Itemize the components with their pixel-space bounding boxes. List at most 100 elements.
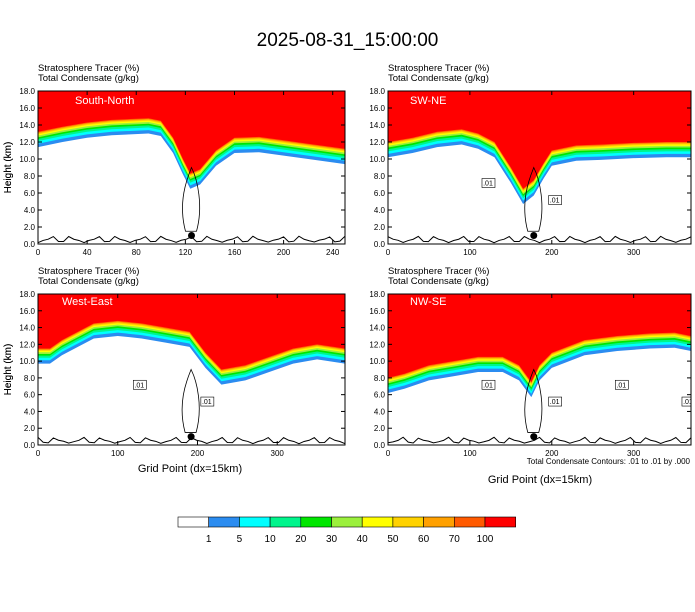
x-tick-label: 100 (463, 248, 477, 257)
tracer-field: .01 .01 (388, 91, 691, 244)
y-axis-label: Height (km) (3, 344, 14, 396)
y-tick-label: 18.0 (369, 290, 385, 299)
y-tick-label: 12.0 (369, 340, 385, 349)
panel-header-line2: Total Condensate (g/kg) (388, 73, 489, 84)
colorbar-label: 100 (477, 534, 494, 545)
y-tick-label: 2.0 (374, 223, 386, 232)
x-tick-label: 0 (386, 449, 391, 458)
figure-title: 2025-08-31_15:00:00 (256, 30, 439, 51)
contour-label: .01 (550, 399, 560, 406)
max-wind-marker (187, 433, 195, 441)
plot-frame (37, 293, 346, 446)
panel-nw-se: .01 .01 .01 .01 NW-SE Stratosphere Tracer (%)… (3, 266, 693, 458)
y-tick-label: 18.0 (19, 290, 35, 299)
section-label: NW-SE (410, 296, 446, 308)
panel-header-line1: Stratosphere Tracer (%) (388, 63, 489, 74)
y-tick-label: 16.0 (19, 307, 35, 316)
y-tick-label: 18.0 (19, 87, 35, 96)
x-tick-label: 200 (545, 248, 559, 257)
colorbar-label: 20 (295, 534, 307, 545)
contour-note: Total Condensate Contours: .01 to .01 by… (527, 457, 691, 466)
y-tick-label: 10.0 (19, 155, 35, 164)
panel-header-line2: Total Condensate (g/kg) (38, 73, 139, 84)
y-tick-label: 0.0 (24, 441, 36, 450)
contour-label: .01 (134, 382, 144, 389)
y-tick-label: 4.0 (374, 206, 386, 215)
colorbar-swatch (269, 516, 302, 528)
panel-west-east: .01 .01 West-East Stratosphere Tracer (%)To… (3, 266, 346, 458)
x-tick-label: 300 (627, 248, 641, 257)
tracer-field (38, 91, 345, 244)
tracer-field: .01 .01 (38, 294, 345, 445)
y-axis-label: Height (km) (3, 142, 14, 194)
contour-label: .01 (616, 382, 626, 389)
contour-label: .01 (483, 382, 493, 389)
y-tick-label: 16.0 (369, 104, 385, 113)
y-tick-label: 12.0 (19, 138, 35, 147)
y-tick-label: 4.0 (374, 407, 386, 416)
y-tick-label: 10.0 (369, 155, 385, 164)
colorbar-label: 5 (237, 534, 243, 545)
contour-label-box (481, 379, 496, 390)
x-tick-label: 40 (83, 248, 92, 257)
y-tick-label: 12.0 (19, 340, 35, 349)
colorbar-swatch (208, 516, 240, 528)
x-tick-label: 240 (326, 248, 340, 257)
contour-label-box (133, 379, 147, 390)
y-tick-label: 16.0 (19, 104, 35, 113)
y-tick-label: 0.0 (374, 441, 386, 450)
x-tick-label: 300 (627, 449, 641, 458)
y-tick-label: 0.0 (374, 240, 386, 249)
contour-label-box (481, 178, 496, 188)
x-tick-label: 100 (111, 449, 125, 458)
x-tick-label: 0 (36, 248, 41, 257)
condensate-contour (181, 368, 200, 433)
condensate-contour (182, 166, 201, 232)
max-wind-marker (188, 232, 195, 239)
y-tick-label: 10.0 (369, 357, 385, 366)
colorbar-swatch (484, 516, 517, 528)
tracer-band (38, 294, 345, 370)
panel-header-line1: Stratosphere Tracer (%) (38, 63, 139, 74)
x-axis-label-right: Grid Point (dx=15km) (488, 474, 592, 486)
y-tick-label: 14.0 (369, 324, 385, 333)
panel-south-north: South-North Stratosphere Tracer (%)Total … (3, 63, 346, 257)
section-label: SW-NE (410, 95, 446, 107)
colorbar-swatch (239, 516, 271, 528)
tracer-band (388, 294, 691, 383)
colorbar-label: 50 (387, 534, 399, 545)
contour-label-box (548, 396, 562, 407)
colorbar-label: 1 (206, 534, 212, 545)
x-tick-label: 300 (271, 449, 285, 458)
colorbar-label: 40 (357, 534, 369, 545)
y-tick-label: 14.0 (369, 121, 385, 130)
x-tick-label: 0 (386, 248, 391, 257)
plot-frame (387, 293, 692, 446)
colorbar-swatch (423, 516, 455, 528)
y-axis-label: Height (km) (3, 142, 14, 194)
y-tick-label: 6.0 (374, 189, 386, 198)
colorbar-label: 70 (449, 534, 461, 545)
colorbar-label: 10 (265, 534, 277, 545)
colorbar-swatch (361, 516, 394, 528)
colorbar-swatch (453, 516, 486, 528)
panel-header-line1: Stratosphere Tracer (%) (38, 266, 139, 277)
y-tick-label: 6.0 (374, 391, 386, 400)
terrain-line (388, 235, 691, 244)
colorbar: 1 5 10 20 30 40 50 60 70 100 (177, 516, 517, 545)
max-wind-marker (530, 232, 538, 239)
contour-label: .01 (483, 181, 493, 188)
x-tick-label: 160 (228, 248, 242, 257)
y-tick-label: 8.0 (374, 172, 386, 181)
x-tick-label: 200 (191, 449, 205, 458)
y-axis-label: Height (km) (3, 344, 14, 396)
plot-frame (387, 90, 692, 245)
contour-label: .01 (683, 399, 693, 406)
colorbar-swatch (300, 516, 332, 528)
y-tick-label: 8.0 (24, 172, 36, 181)
contour-label: .01 (550, 198, 560, 205)
y-tick-label: 4.0 (24, 407, 36, 416)
colorbar-swatch (331, 516, 363, 528)
y-tick-label: 6.0 (24, 391, 36, 400)
